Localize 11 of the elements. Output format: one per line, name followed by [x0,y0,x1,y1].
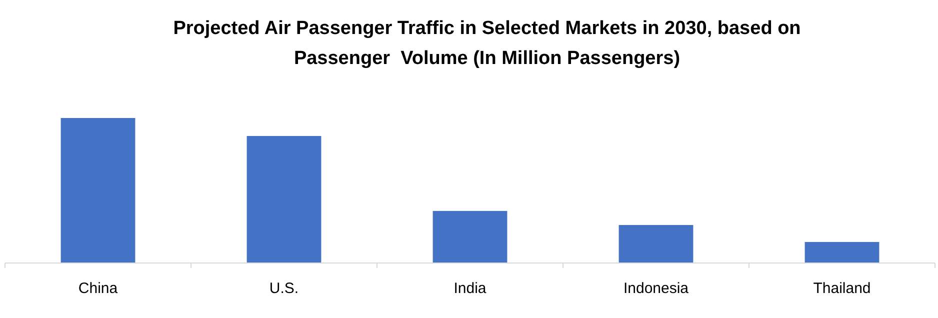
bar [432,210,508,263]
bar [60,118,136,263]
x-tick-label: Thailand [813,280,871,297]
x-tick-label: Indonesia [623,280,690,297]
bar [804,242,880,263]
bar [618,225,694,263]
bar [246,136,322,263]
x-tick-label: India [454,280,487,297]
chart-title: Projected Air Passenger Traffic in Selected Markets in 2030, based on Passenger Volume (In Million Passengers) [173,18,801,69]
x-tick-label: China [78,280,118,297]
x-tick-label: U.S. [269,280,299,297]
